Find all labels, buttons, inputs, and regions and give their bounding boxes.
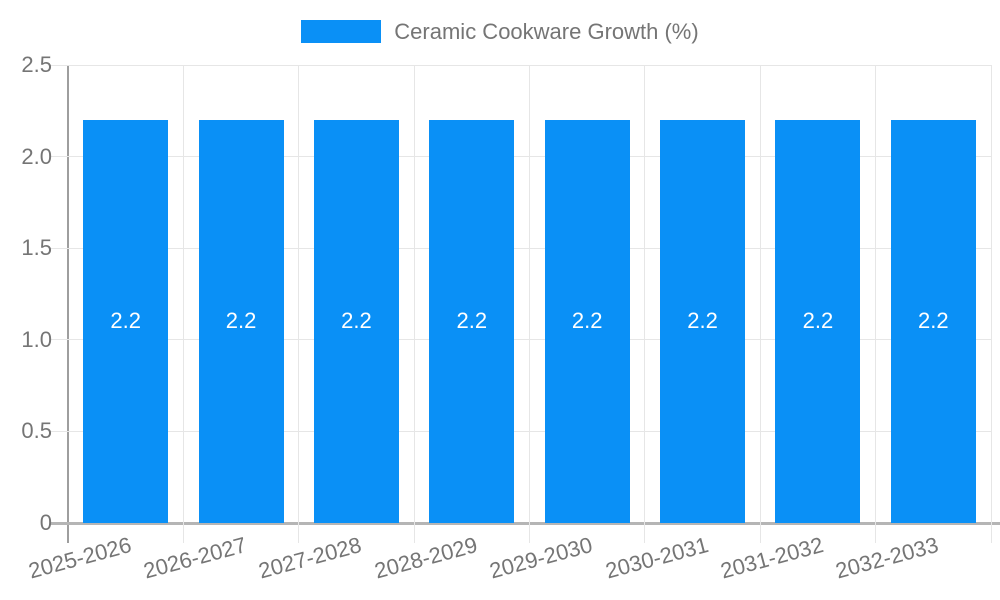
bar[interactable]: 2.2 xyxy=(660,119,746,523)
h-gridline xyxy=(50,156,991,158)
bar[interactable]: 2.2 xyxy=(313,119,399,523)
bar-value-label: 2.2 xyxy=(571,308,603,334)
bar[interactable]: 2.2 xyxy=(890,119,976,523)
v-gridline xyxy=(298,65,300,543)
bar[interactable]: 2.2 xyxy=(198,119,284,523)
y-tick-label: 2.0 xyxy=(21,143,52,169)
x-tick-label: 2026-2027 xyxy=(140,532,250,584)
legend-swatch xyxy=(301,20,382,43)
x-tick-label: 2031-2032 xyxy=(717,532,826,584)
v-gridline xyxy=(759,65,761,543)
y-tick-label: 1.5 xyxy=(21,235,52,261)
legend-label: Ceramic Cookware Growth (%) xyxy=(394,18,699,44)
bar-value-label: 2.2 xyxy=(802,308,834,334)
x-tick-label: 2028-2029 xyxy=(371,532,480,584)
h-gridline xyxy=(50,339,991,341)
bar[interactable]: 2.2 xyxy=(429,119,515,523)
h-gridline xyxy=(50,430,991,432)
plot-area: 2.2 2.2 2.2 2.2 2.2 2.2 2.2 2.2 xyxy=(50,64,1000,543)
x-tick-label: 2030-2031 xyxy=(602,532,711,584)
h-gridline xyxy=(50,64,991,66)
v-gridline xyxy=(875,65,877,543)
v-gridline xyxy=(182,65,184,543)
bar[interactable]: 2.2 xyxy=(775,119,861,523)
bar[interactable]: 2.2 xyxy=(544,119,630,523)
bar-value-label: 2.2 xyxy=(456,308,488,334)
x-tick-label: 2025-2026 xyxy=(25,532,134,584)
bar[interactable]: 2.2 xyxy=(83,119,169,523)
v-gridline xyxy=(990,65,992,543)
x-tick-label: 2027-2028 xyxy=(256,532,365,584)
y-tick-label: 0 xyxy=(39,510,52,535)
h-gridline xyxy=(50,247,991,249)
bar-value-label: 2.2 xyxy=(687,308,718,334)
y-tick-label: 2.5 xyxy=(21,52,52,77)
y-tick-label: 0.5 xyxy=(21,418,52,444)
v-gridline xyxy=(413,65,415,543)
x-tick-label: 2032-2033 xyxy=(833,532,942,584)
legend[interactable]: Ceramic Cookware Growth (%) xyxy=(0,20,1000,43)
x-tick-label: 2029-2030 xyxy=(487,532,596,584)
bar-value-label: 2.2 xyxy=(110,308,141,334)
x-axis-line xyxy=(50,522,1000,525)
v-gridline xyxy=(644,65,646,543)
y-axis-line xyxy=(67,65,69,543)
bar-value-label: 2.2 xyxy=(225,308,257,334)
y-tick-label: 1.0 xyxy=(21,326,52,352)
v-gridline xyxy=(529,65,530,543)
bar-value-label: 2.2 xyxy=(918,308,949,334)
bar-value-label: 2.2 xyxy=(341,308,372,334)
